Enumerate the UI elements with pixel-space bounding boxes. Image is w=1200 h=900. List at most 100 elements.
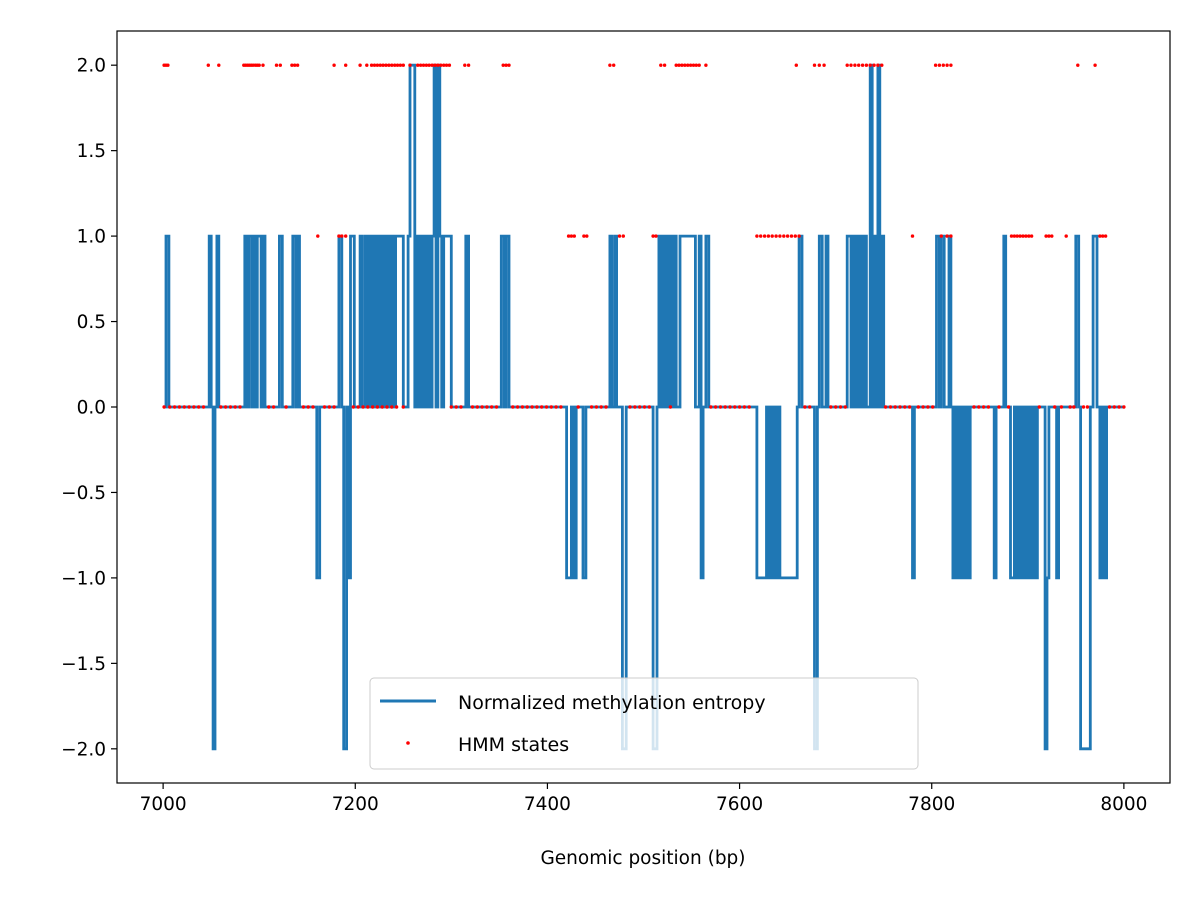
hmm-state-point <box>394 405 399 409</box>
x-tick-label: 7800 <box>908 794 955 815</box>
hmm-state-point <box>778 234 782 238</box>
x-tick-label: 7600 <box>716 794 763 815</box>
hmm-state-point <box>585 234 589 238</box>
hmm-state-point <box>647 405 651 409</box>
hmm-state-point <box>594 405 599 409</box>
hmm-state-point <box>393 63 397 67</box>
hmm-state-point <box>782 234 786 238</box>
hmm-state-point <box>755 234 759 238</box>
hmm-state-point <box>187 405 191 409</box>
hmm-state-point <box>449 405 453 409</box>
y-tick-label: −1.0 <box>61 568 106 589</box>
hmm-state-point <box>642 405 647 409</box>
hmm-state-point <box>439 63 443 67</box>
hmm-state-point <box>316 234 320 238</box>
y-tick-label: 2.0 <box>77 56 106 77</box>
hmm-state-point <box>857 63 861 67</box>
hmm-state-point <box>668 405 673 409</box>
hmm-state-point <box>401 63 405 67</box>
hmm-state-point <box>463 63 467 67</box>
hmm-state-point <box>372 63 377 67</box>
hmm-state-point <box>910 234 915 238</box>
hmm-state-point <box>872 63 876 67</box>
hmm-state-point <box>1101 234 1105 238</box>
hmm-state-point <box>589 405 594 409</box>
x-tick-label: 7400 <box>524 794 571 815</box>
x-tick-label: 8000 <box>1100 794 1147 815</box>
hmm-state-point <box>572 234 576 238</box>
hmm-state-point <box>1122 405 1126 409</box>
hmm-state-point <box>1018 234 1022 238</box>
hmm-state-point <box>442 63 446 67</box>
hmm-state-point <box>219 405 223 409</box>
hmm-state-point <box>525 405 529 409</box>
hmm-state-point <box>375 405 380 409</box>
hmm-state-point <box>1009 234 1014 238</box>
hmm-state-point <box>599 405 603 409</box>
hmm-state-point <box>931 405 935 409</box>
hmm-state-point <box>1024 234 1028 238</box>
hmm-state-point <box>520 405 525 409</box>
hmm-state-point <box>1112 405 1117 409</box>
hmm-state-point <box>1053 405 1057 409</box>
hmm-state-point <box>747 405 751 409</box>
hmm-state-point <box>686 63 690 67</box>
hmm-state-point <box>390 63 394 67</box>
hmm-state-point <box>233 405 237 409</box>
y-tick-label: 1.5 <box>77 141 106 162</box>
hmm-state-point <box>1076 63 1080 67</box>
hmm-state-point <box>972 405 976 409</box>
hmm-state-point <box>1029 234 1034 238</box>
hmm-state-point <box>311 405 315 409</box>
hmm-state-point <box>907 405 912 409</box>
y-axis: 2.0 1.5 1.0 0.5 0.0 −0.5 −1.0 −1.5 −2.0 <box>61 56 117 760</box>
hmm-state-point <box>223 405 228 409</box>
hmm-state-point <box>834 405 838 409</box>
hmm-state-point <box>926 405 930 409</box>
hmm-state-point <box>723 405 727 409</box>
hmm-state-point <box>888 405 893 409</box>
hmm-state-point <box>544 405 549 409</box>
hmm-state-point <box>337 234 341 238</box>
hmm-state-point <box>293 63 297 67</box>
hmm-state-point <box>549 405 553 409</box>
hmm-state-point <box>1085 405 1090 409</box>
hmm-state-point <box>654 234 658 238</box>
hmm-state-point <box>718 405 723 409</box>
hmm-state-point <box>1059 405 1064 409</box>
y-tick-label: 0.0 <box>77 398 106 419</box>
hmm-state-point <box>278 63 282 67</box>
hmm-state-point <box>677 63 681 67</box>
legend-label-entropy: Normalized methylation entropy <box>458 692 766 714</box>
legend-box <box>369 677 919 770</box>
hmm-state-point <box>306 405 310 409</box>
hmm-state-point <box>903 405 907 409</box>
hmm-state-point <box>284 405 288 409</box>
hmm-state-point <box>217 63 221 67</box>
hmm-state-point <box>691 63 696 67</box>
hmm-state-point <box>853 63 857 67</box>
y-tick-label: −0.5 <box>61 483 106 504</box>
hmm-state-point <box>398 63 403 67</box>
hmm-state-point <box>774 234 778 238</box>
hmm-state-point <box>554 405 558 409</box>
hmm-state-point <box>197 405 201 409</box>
hmm-state-point <box>511 405 515 409</box>
hmm-state-point <box>466 63 471 67</box>
hmm-state-point <box>416 63 420 67</box>
hmm-state-point <box>697 63 701 67</box>
hmm-state-point <box>381 63 385 67</box>
hmm-state-point <box>271 405 276 409</box>
hmm-state-point <box>945 63 949 67</box>
hmm-state-point <box>898 405 902 409</box>
hmm-state-point <box>172 405 177 409</box>
hmm-state-point <box>380 405 384 409</box>
hmm-state-point <box>849 63 853 67</box>
hmm-state-point <box>674 63 678 67</box>
hmm-state-point <box>838 405 843 409</box>
hmm-state-point <box>808 405 812 409</box>
hmm-state-point <box>812 63 817 67</box>
hmm-state-point <box>361 405 365 409</box>
hmm-state-point <box>501 63 505 67</box>
